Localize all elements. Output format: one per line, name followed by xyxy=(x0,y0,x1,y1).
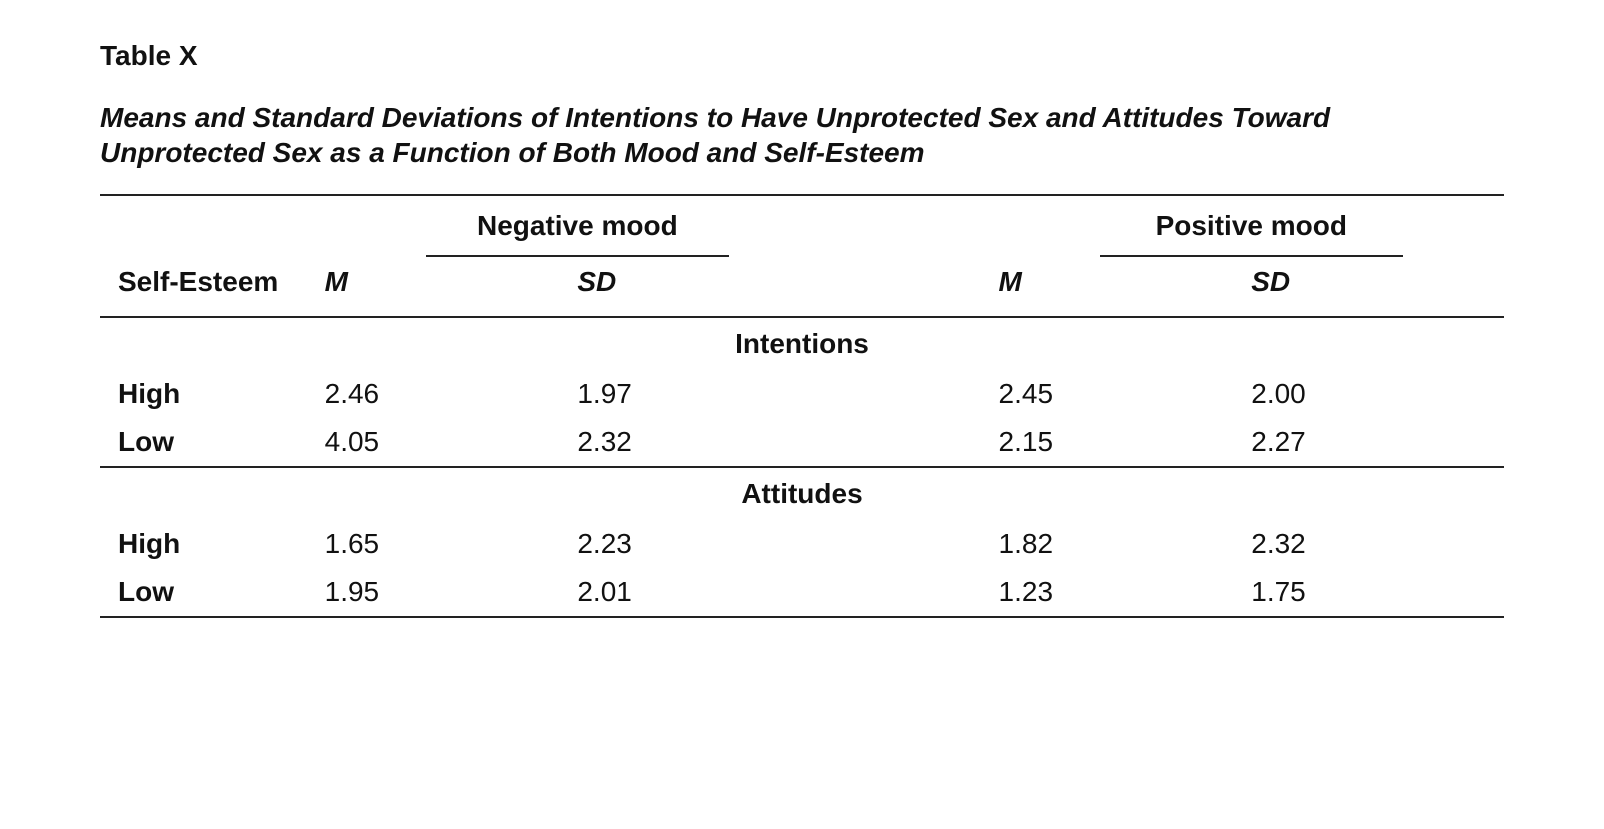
stats-table: Negative mood Positive mood Self-Esteem … xyxy=(100,194,1504,618)
spanner-header-row: Negative mood Positive mood xyxy=(100,195,1504,252)
section-intentions: Intentions xyxy=(100,317,1504,370)
cell-neg-m: 1.95 xyxy=(325,568,578,617)
spanner-positive-mood: Positive mood xyxy=(999,195,1504,252)
cell-neg-m: 2.46 xyxy=(325,370,578,418)
page: Table X Means and Standard Deviations of… xyxy=(0,0,1604,829)
col-neg-m: M xyxy=(325,260,578,317)
cell-neg-sd: 2.32 xyxy=(577,418,830,467)
cell-pos-m: 2.15 xyxy=(999,418,1252,467)
section-label: Attitudes xyxy=(100,467,1504,520)
cell-pos-sd: 2.27 xyxy=(1251,418,1504,467)
table-title: Means and Standard Deviations of Intenti… xyxy=(100,100,1450,170)
section-attitudes: Attitudes xyxy=(100,467,1504,520)
cell-pos-sd: 2.32 xyxy=(1251,520,1504,568)
row-stub-header: Self-Esteem xyxy=(100,260,325,317)
cell-neg-m: 1.65 xyxy=(325,520,578,568)
table-row: Low 1.95 2.01 1.23 1.75 xyxy=(100,568,1504,617)
row-label: Low xyxy=(100,568,325,617)
row-label: High xyxy=(100,370,325,418)
col-pos-m: M xyxy=(999,260,1252,317)
row-label: High xyxy=(100,520,325,568)
row-label: Low xyxy=(100,418,325,467)
cell-neg-m: 4.05 xyxy=(325,418,578,467)
subheader-row: Self-Esteem M SD M SD xyxy=(100,260,1504,317)
cell-pos-m: 1.82 xyxy=(999,520,1252,568)
table-row: Low 4.05 2.32 2.15 2.27 xyxy=(100,418,1504,467)
table-number: Table X xyxy=(100,40,1504,72)
cell-pos-sd: 1.75 xyxy=(1251,568,1504,617)
spanner-negative-mood: Negative mood xyxy=(325,195,830,252)
spanner-underline-negative xyxy=(426,255,729,257)
cell-neg-sd: 1.97 xyxy=(577,370,830,418)
col-pos-sd: SD xyxy=(1251,260,1504,317)
cell-pos-m: 2.45 xyxy=(999,370,1252,418)
cell-neg-sd: 2.01 xyxy=(577,568,830,617)
cell-pos-m: 1.23 xyxy=(999,568,1252,617)
table-row: High 2.46 1.97 2.45 2.00 xyxy=(100,370,1504,418)
col-neg-sd: SD xyxy=(577,260,830,317)
table-row: High 1.65 2.23 1.82 2.32 xyxy=(100,520,1504,568)
spanner-underline-positive xyxy=(1100,255,1403,257)
cell-pos-sd: 2.00 xyxy=(1251,370,1504,418)
cell-neg-sd: 2.23 xyxy=(577,520,830,568)
spanner-underline-row xyxy=(100,252,1504,260)
section-label: Intentions xyxy=(100,317,1504,370)
